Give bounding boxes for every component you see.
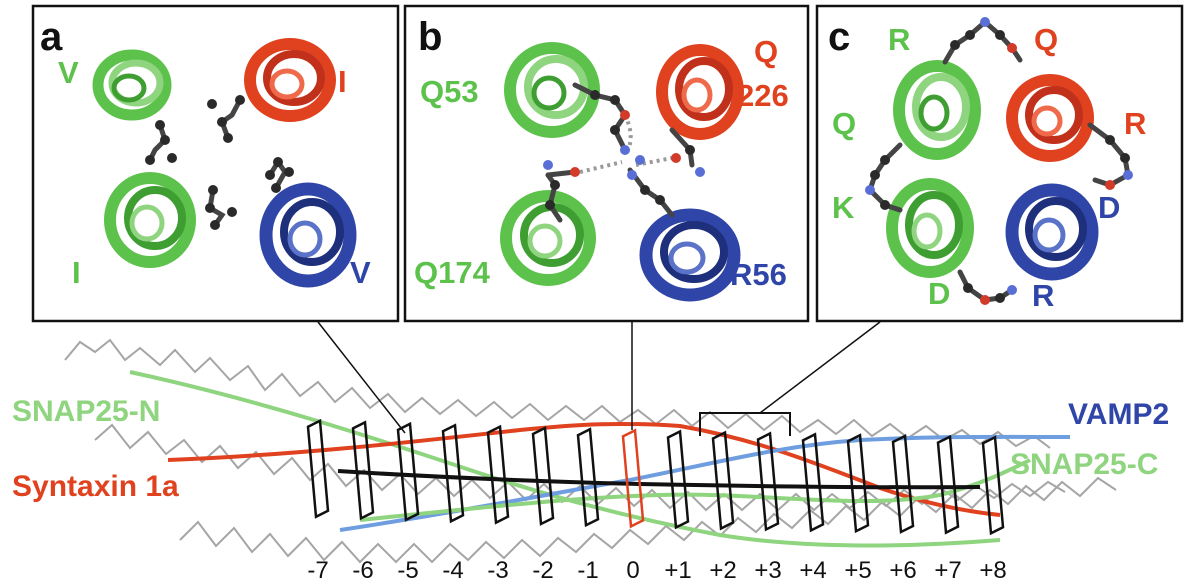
panel-c-helix-br bbox=[1005, 183, 1099, 281]
layer-tick-label: +4 bbox=[799, 557, 826, 584]
layer-tick-label: -7 bbox=[307, 557, 328, 584]
layer-rhombus bbox=[351, 420, 375, 521]
panel-c-residue-q-snap25: Q bbox=[832, 106, 856, 141]
panel-c-letter: c bbox=[828, 15, 850, 59]
panel-a: a bbox=[31, 4, 400, 323]
panel-b-residue-q174: Q174 bbox=[414, 255, 491, 290]
layer-rhombus bbox=[531, 426, 555, 526]
panel-b-side-chains bbox=[543, 82, 705, 223]
panel-c-residue-r-snap25: R bbox=[888, 22, 910, 57]
panel-c-residue-d-vamp2: D bbox=[1098, 190, 1120, 225]
layer-tick-label: -6 bbox=[352, 557, 373, 584]
layer-rhombus bbox=[306, 418, 330, 519]
panel-a-frame bbox=[31, 4, 400, 323]
panel-c-residue-q-syntaxin: Q bbox=[1034, 22, 1058, 57]
snap25-n-label: SNAP25-N bbox=[12, 395, 160, 428]
layer-tick-label: -1 bbox=[577, 557, 598, 584]
layer-rhombus bbox=[666, 429, 690, 530]
connector-c bbox=[759, 321, 881, 414]
panel-c-helix-tl bbox=[893, 60, 981, 160]
layer-bracket bbox=[699, 412, 791, 436]
panel-c-residue-r-vamp2: R bbox=[1032, 278, 1054, 313]
layer-rhombus bbox=[576, 427, 600, 528]
panel-a-letter: a bbox=[40, 15, 63, 59]
layer-rhombus bbox=[891, 434, 915, 534]
panel-b-frame bbox=[403, 4, 810, 323]
syntaxin-helix-axis bbox=[167, 421, 1001, 517]
panel-b-residue-226: 226 bbox=[737, 78, 789, 113]
layer-rhombus bbox=[396, 421, 420, 522]
layer-tick-label: +5 bbox=[844, 557, 871, 584]
panel-c-residue-d-snap25: D bbox=[928, 276, 950, 311]
layer-rhombus bbox=[441, 423, 465, 524]
layer-tick-label: 0 bbox=[626, 557, 639, 584]
layer-rhombus bbox=[846, 433, 870, 534]
layer-rhombus bbox=[621, 428, 645, 529]
backbone-trace-bottom bbox=[179, 476, 1117, 564]
panel-b-residue-q53: Q53 bbox=[420, 74, 479, 109]
layer-rhombus bbox=[711, 430, 735, 531]
panel-c-residue-k-snap25: K bbox=[832, 190, 855, 225]
layer-rhombus bbox=[486, 424, 510, 525]
panel-a-helix-br bbox=[259, 182, 357, 288]
snap25-c-label: SNAP25-C bbox=[1010, 448, 1158, 481]
layer-rhombus bbox=[936, 434, 960, 535]
panel-c-frame bbox=[815, 4, 1184, 323]
panel-c-helix-bl bbox=[886, 178, 974, 278]
layer-tick-label: -5 bbox=[397, 557, 418, 584]
layer-tick-label: -4 bbox=[442, 557, 463, 584]
vamp2-label: VAMP2 bbox=[1068, 398, 1169, 431]
panel-a-side-chains bbox=[145, 95, 294, 230]
panel-a-helix-tl bbox=[92, 49, 172, 121]
panel-c-residue-r-syntaxin: R bbox=[1124, 106, 1146, 141]
layer-tick-label: +3 bbox=[754, 557, 781, 584]
panel-a-residue-i-syntaxin: I bbox=[338, 64, 347, 99]
panel-a-residue-v-snap25: V bbox=[58, 55, 79, 90]
panel-b: b bbox=[403, 4, 810, 323]
panel-a-helix-tr bbox=[244, 38, 336, 122]
panel-c-helix-tr bbox=[1006, 74, 1094, 162]
panel-b-letter: b bbox=[418, 15, 442, 59]
layer-tick-label: +1 bbox=[664, 557, 691, 584]
panel-a-helix-bl bbox=[104, 172, 196, 268]
syntaxin-label: Syntaxin 1a bbox=[12, 470, 179, 503]
connector-a bbox=[317, 321, 406, 434]
panel-a-residue-i-snap25: I bbox=[72, 255, 81, 290]
backbone-trace-top bbox=[64, 338, 1051, 449]
complex-side-view: -7 -6 -5 -4 -3 -2 -1 0 +1 +2 +3 +4 +5 +6 +7 +8 SNAP25-N… bbox=[12, 321, 1169, 584]
layer-rhombus bbox=[756, 431, 780, 532]
panel-b-helix-br bbox=[639, 208, 741, 302]
layer-tick-label: +6 bbox=[889, 557, 916, 584]
layer-rhombi bbox=[306, 418, 1005, 536]
panel-c: c bbox=[815, 4, 1184, 323]
panel-b-helix-tr bbox=[656, 44, 744, 140]
panel-b-residue-q: Q bbox=[754, 34, 778, 69]
layer-tick-label: -3 bbox=[487, 557, 508, 584]
layer-tick-label: -2 bbox=[532, 557, 553, 584]
layer-tick-labels: -7 -6 -5 -4 -3 -2 -1 0 +1 +2 +3 +4 +5 +6 +7 +8 bbox=[307, 557, 1006, 584]
layer-rhombus bbox=[801, 432, 825, 533]
backbone-trace-middle bbox=[94, 423, 1066, 512]
layer-tick-label: +8 bbox=[979, 557, 1006, 584]
layer-tick-label: +2 bbox=[709, 557, 736, 584]
panel-a-residue-v-vamp2: V bbox=[350, 255, 371, 290]
layer-rhombus bbox=[981, 435, 1005, 536]
panel-b-residue-r56: R56 bbox=[730, 257, 787, 292]
panel-c-side-chains bbox=[865, 17, 1133, 305]
layer-tick-label: +7 bbox=[934, 557, 961, 584]
